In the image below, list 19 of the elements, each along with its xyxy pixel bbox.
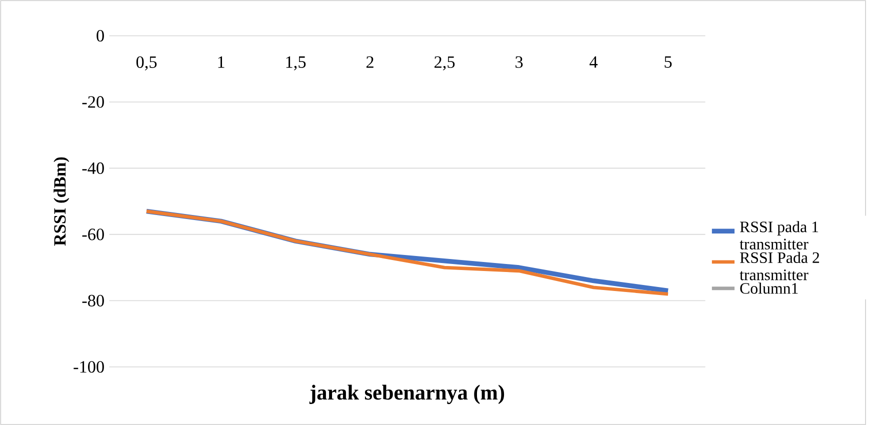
y-axis-title: RSSI (dBm) — [54, 157, 70, 246]
x-tick-label: 2 — [366, 56, 374, 68]
y-tick-label: -20 — [82, 96, 104, 108]
legend-label: RSSI Pada 2 transmitter — [740, 252, 820, 280]
x-tick-label: 2,5 — [434, 56, 455, 70]
y-tick-label: -100 — [74, 360, 104, 373]
y-tick-label: 0 — [96, 30, 104, 42]
y-tick-label: -40 — [82, 162, 104, 174]
legend-label: RSSI pada 1 transmitter — [740, 220, 818, 250]
legend-label: Column1 — [740, 282, 798, 294]
x-tick-label: 0,5 — [136, 56, 157, 70]
y-tick-label: -60 — [82, 228, 104, 240]
x-tick-label: 1,5 — [286, 56, 306, 70]
y-tick-label: -80 — [82, 294, 104, 306]
x-tick-label: 4 — [590, 56, 598, 68]
x-axis-title: jarak sebenarnya (m) — [309, 384, 504, 404]
x-tick-label: 3 — [516, 56, 523, 68]
x-tick-label: 1 — [218, 56, 224, 68]
x-tick-label: 5 — [664, 56, 672, 68]
